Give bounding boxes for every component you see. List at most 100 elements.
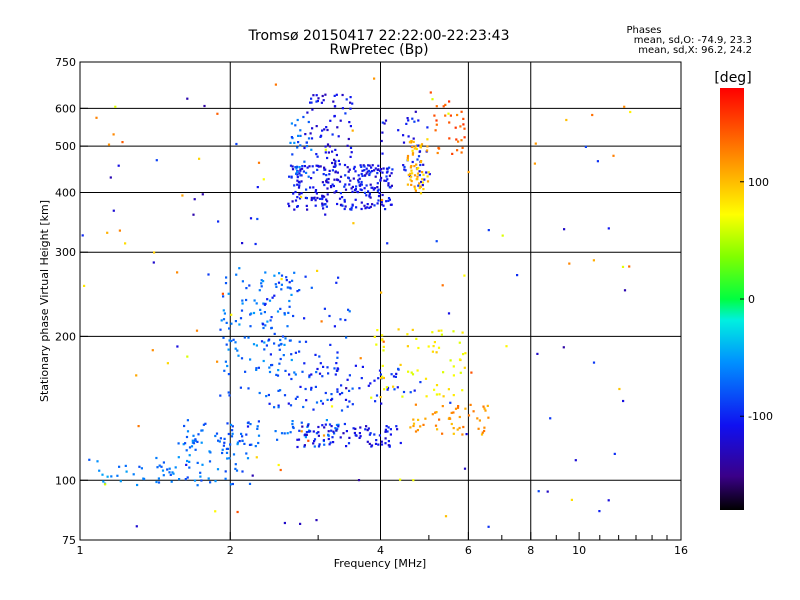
data-point bbox=[442, 105, 445, 108]
data-point bbox=[426, 149, 429, 152]
data-point bbox=[273, 294, 276, 297]
data-point bbox=[352, 427, 355, 430]
data-point bbox=[299, 144, 302, 147]
data-point bbox=[280, 432, 284, 435]
data-point bbox=[392, 375, 396, 378]
data-point bbox=[375, 343, 378, 346]
data-point bbox=[322, 99, 325, 102]
data-point bbox=[300, 430, 303, 433]
data-point bbox=[315, 164, 318, 167]
data-point bbox=[276, 374, 280, 377]
data-point bbox=[345, 336, 348, 339]
data-point bbox=[235, 142, 238, 146]
data-point bbox=[374, 442, 378, 445]
data-point bbox=[241, 242, 244, 245]
data-point bbox=[478, 419, 481, 422]
data-point bbox=[376, 172, 379, 175]
data-point bbox=[331, 133, 334, 136]
data-point bbox=[317, 164, 320, 167]
data-point bbox=[318, 197, 322, 200]
data-point bbox=[121, 141, 124, 144]
data-point bbox=[433, 388, 436, 391]
data-point bbox=[386, 388, 389, 391]
data-point bbox=[193, 198, 196, 201]
data-point bbox=[392, 385, 395, 388]
data-point bbox=[297, 186, 301, 189]
data-point bbox=[296, 146, 299, 149]
data-point bbox=[397, 367, 400, 370]
data-point bbox=[298, 184, 301, 187]
data-point bbox=[355, 185, 358, 188]
data-point bbox=[228, 457, 231, 460]
data-point bbox=[382, 167, 385, 170]
data-point bbox=[291, 279, 294, 282]
data-point bbox=[399, 363, 402, 366]
data-point bbox=[346, 144, 349, 147]
data-point bbox=[157, 481, 161, 484]
data-point bbox=[323, 307, 326, 310]
data-point bbox=[296, 165, 299, 168]
data-point bbox=[373, 379, 376, 382]
data-point bbox=[395, 425, 398, 428]
data-point bbox=[320, 134, 323, 137]
data-point bbox=[310, 196, 313, 199]
data-point bbox=[303, 362, 306, 365]
data-point bbox=[313, 445, 316, 448]
data-point bbox=[303, 146, 306, 150]
data-point bbox=[304, 433, 307, 436]
data-point bbox=[104, 483, 107, 486]
data-point bbox=[358, 436, 361, 439]
data-point bbox=[325, 174, 328, 177]
data-point bbox=[209, 481, 212, 484]
data-point bbox=[376, 189, 379, 192]
data-point bbox=[391, 168, 394, 171]
data-point bbox=[326, 366, 329, 369]
data-point bbox=[238, 440, 241, 443]
data-point bbox=[290, 377, 293, 381]
data-point bbox=[370, 166, 373, 169]
data-point bbox=[584, 145, 587, 148]
data-point bbox=[248, 443, 252, 446]
data-point bbox=[166, 468, 169, 471]
data-point bbox=[273, 332, 276, 335]
data-point bbox=[296, 118, 299, 122]
data-point bbox=[373, 169, 376, 172]
data-point bbox=[260, 285, 263, 288]
data-point bbox=[332, 430, 335, 433]
data-point bbox=[296, 183, 299, 186]
data-point bbox=[418, 170, 421, 173]
data-point bbox=[371, 164, 374, 167]
data-point bbox=[259, 308, 262, 311]
data-point bbox=[264, 271, 267, 274]
data-point bbox=[460, 151, 463, 154]
data-point bbox=[406, 156, 409, 160]
data-point bbox=[277, 369, 280, 372]
data-point bbox=[320, 320, 323, 323]
data-point bbox=[329, 441, 332, 444]
data-point bbox=[399, 441, 402, 445]
data-point bbox=[334, 148, 337, 151]
data-point bbox=[310, 198, 313, 202]
data-point bbox=[354, 170, 357, 173]
data-point bbox=[412, 418, 415, 421]
data-point bbox=[360, 180, 363, 184]
data-point bbox=[449, 114, 452, 117]
data-point bbox=[318, 372, 322, 375]
data-point bbox=[322, 365, 325, 368]
data-point bbox=[332, 184, 335, 188]
data-point bbox=[294, 199, 298, 202]
data-point bbox=[317, 431, 320, 434]
data-point bbox=[387, 426, 390, 429]
data-point bbox=[384, 430, 387, 433]
data-point bbox=[343, 185, 346, 188]
data-point bbox=[326, 187, 329, 190]
data-point bbox=[386, 178, 389, 181]
data-point bbox=[281, 335, 285, 338]
data-point bbox=[379, 377, 383, 380]
data-point bbox=[252, 311, 256, 315]
data-point bbox=[182, 443, 185, 446]
data-point bbox=[381, 121, 384, 124]
data-point bbox=[367, 190, 370, 193]
data-point bbox=[321, 202, 324, 205]
data-point bbox=[331, 436, 334, 439]
